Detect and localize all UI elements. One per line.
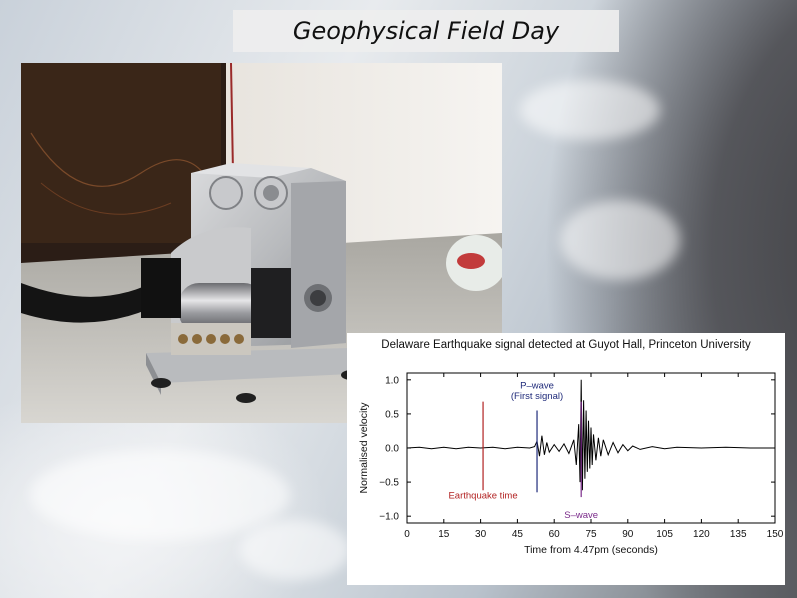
cloud-texture xyxy=(240,520,350,580)
x-tick-label: 30 xyxy=(475,529,487,540)
y-tick-label: −1.0 xyxy=(379,512,399,523)
y-tick-label: −0.5 xyxy=(379,478,399,489)
seismometer-photo xyxy=(21,63,502,423)
marker-label: P–wave xyxy=(520,381,554,392)
seismogram-plot: 0 15 30 45 60 75 90 105 120 135 150 −1.0 −0.5 0.0 0.5 1… xyxy=(358,372,784,556)
slide-title-box: Geophysical Field Day xyxy=(233,10,619,52)
slide-title: Geophysical Field Day xyxy=(292,17,560,45)
x-tick-label: 120 xyxy=(693,529,710,540)
velocity-trace xyxy=(406,379,775,491)
x-tick-label: 75 xyxy=(585,529,597,540)
marker-label: Earthquake time xyxy=(448,490,517,501)
x-tick-label: 105 xyxy=(656,529,673,540)
y-axis-label: Normalised velocity xyxy=(358,402,370,494)
x-tick-label: 150 xyxy=(767,529,784,540)
chart-title: Delaware Earthquake signal detected at G… xyxy=(381,339,751,351)
y-tick-label: 1.0 xyxy=(385,375,399,386)
x-tick-label: 90 xyxy=(622,529,634,540)
x-axis-label: Time from 4.47pm (seconds) xyxy=(524,544,658,556)
x-tick-label: 45 xyxy=(512,529,524,540)
cloud-texture xyxy=(30,450,290,540)
seismogram-chart: Delaware Earthquake signal detected at G… xyxy=(347,333,785,585)
marker-label: S–wave xyxy=(564,510,598,521)
cloud-texture xyxy=(560,200,680,280)
marker-sublabel: (First signal) xyxy=(511,391,563,402)
x-tick-label: 0 xyxy=(404,529,410,540)
x-tick-label: 15 xyxy=(438,529,450,540)
y-tick-label: 0.0 xyxy=(385,444,399,455)
x-tick-label: 60 xyxy=(549,529,561,540)
cloud-texture xyxy=(520,80,660,140)
y-tick-label: 0.5 xyxy=(385,409,399,420)
x-tick-label: 135 xyxy=(730,529,747,540)
